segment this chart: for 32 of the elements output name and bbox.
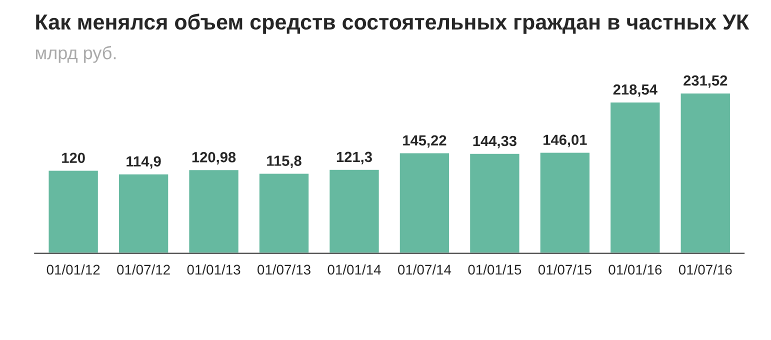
x-tick-label: 01/01/15 xyxy=(468,264,522,275)
data-label: 146,01 xyxy=(544,134,587,148)
data-label: 114,9 xyxy=(126,156,161,169)
bar xyxy=(47,169,100,254)
data-label: 218,54 xyxy=(613,84,658,97)
bar xyxy=(398,152,450,254)
x-tick-label: 01/07/14 xyxy=(398,264,452,275)
data-label: 144,33 xyxy=(473,136,516,148)
bar xyxy=(538,151,591,254)
x-tick-label: 01/01/12 xyxy=(46,264,100,275)
bar xyxy=(188,168,240,254)
data-label: 120,98 xyxy=(192,152,236,164)
chart-title: Как менялся объем средств состоятельных граждан в частных УК xyxy=(36,14,750,34)
x-tick-label: 01/01/14 xyxy=(328,264,381,275)
x-tick-label: 01/01/13 xyxy=(187,264,240,275)
bar xyxy=(468,152,521,254)
bar xyxy=(328,168,380,254)
bar xyxy=(258,172,310,254)
x-tick-label: 01/07/16 xyxy=(678,264,732,275)
x-tick-label: 01/07/15 xyxy=(538,264,592,275)
data-label: 145,22 xyxy=(403,135,446,148)
data-label: 120 xyxy=(62,152,85,164)
x-tick-label: 01/07/12 xyxy=(117,264,170,275)
bar xyxy=(679,92,732,254)
x-tick-label: 01/07/13 xyxy=(258,264,310,275)
chart-subtitle: млрд руб. xyxy=(36,46,116,63)
bar xyxy=(609,101,662,254)
data-label: 115,8 xyxy=(267,156,302,168)
x-tick-label: 01/01/16 xyxy=(608,264,662,275)
bar xyxy=(118,172,170,254)
data-label: 121,3 xyxy=(336,152,372,164)
data-label: 231,52 xyxy=(684,75,728,88)
